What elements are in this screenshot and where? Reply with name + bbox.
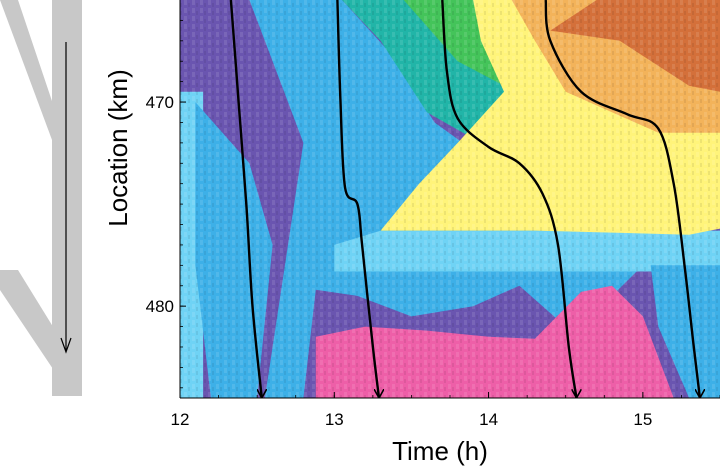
y-tick-label-0: 470 (146, 93, 174, 112)
plot-area (180, 0, 720, 398)
x-axis-title: Time (h) (392, 436, 488, 466)
y-tick-label-1: 480 (146, 297, 174, 316)
road-main-segment (52, 0, 82, 396)
direction-arrow-head (60, 337, 72, 354)
heatmap-texture (180, 0, 720, 398)
x-tick-label-2: 14 (479, 410, 498, 429)
road-ramp-bottom (0, 270, 55, 372)
axes: 12 13 14 15 470 480 Time (h) Location (km) (103, 0, 720, 466)
y-axis-title: Location (km) (103, 69, 133, 227)
road-ramp-top (0, 0, 55, 148)
x-tick-label-3: 15 (633, 410, 652, 429)
trajectory-1 (229, 0, 262, 398)
trajectory-2 (336, 0, 379, 398)
x-tick-label-0: 12 (171, 410, 190, 429)
road-schematic (0, 0, 82, 396)
vehicle-trajectories (229, 0, 700, 398)
x-tick-label-1: 13 (325, 410, 344, 429)
trajectory-3 (441, 0, 576, 398)
trajectory-4 (544, 0, 700, 398)
